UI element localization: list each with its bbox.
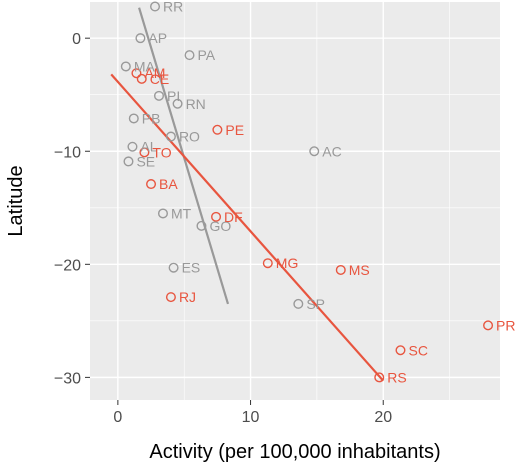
point-label: AC [322,143,341,159]
x-tick-label: 0 [113,409,122,426]
y-tick-label: 0 [72,31,81,48]
data-point [127,141,138,152]
data-point [128,113,139,124]
y-axis-ticks: 0 −10 −20 −30 [54,31,90,387]
point-label: CE [150,71,169,87]
point-label: RN [186,96,206,112]
x-axis-title: Activity (per 100,000 inhabitants) [149,441,440,463]
data-point [123,156,134,167]
point-label: RR [163,0,183,15]
point-label: MT [171,205,192,221]
fit-lines [110,7,385,382]
y-tick-label: −30 [54,370,81,387]
point-label: PE [225,122,244,138]
y-axis-title: Latitude [5,165,27,236]
data-point [135,33,146,44]
x-tick-label: 10 [242,409,260,426]
point-label: RO [179,129,200,145]
data-point [483,320,494,331]
data-point [120,61,131,72]
data-point [153,90,164,101]
data-point [150,1,161,12]
data-point [211,211,222,222]
point-label: SP [306,296,325,312]
point-label: PA [198,47,216,63]
point-label: GO [209,218,231,234]
point-label: SE [136,153,155,169]
data-point [184,50,195,61]
y-tick-label: −20 [54,257,81,274]
y-tick-label: −10 [54,144,81,161]
x-axis-ticks: 0 10 20 [113,400,392,426]
data-point [335,264,346,275]
grid-lines [90,2,500,400]
data-point [165,292,176,303]
data-point [165,131,176,142]
point-label: SC [408,342,427,358]
data-point [212,124,223,135]
point-label: MG [276,255,299,271]
point-label: TO [152,144,171,160]
data-point [196,220,207,231]
point-label: PB [142,110,161,126]
point-label: RJ [179,289,196,305]
data-point [293,298,304,309]
point-label: AL [140,139,157,155]
point-label: RS [387,369,406,385]
data-points [120,1,494,383]
data-point [157,208,168,219]
point-label: ES [182,260,201,276]
data-point [168,262,179,273]
point-label: MS [349,262,370,278]
point-label: AM [144,65,165,81]
data-point [309,146,320,157]
point-label: DF [224,209,243,225]
point-label: PR [496,317,515,333]
data-point [136,73,147,84]
data-point [172,98,183,109]
data-point [139,147,150,158]
point-label: PI [167,88,180,104]
data-point [146,179,157,190]
point-label: MA [134,58,156,74]
data-point [131,68,142,79]
point-label: BA [159,176,178,192]
data-point [395,345,406,356]
data-point [262,258,273,269]
fit-line [110,73,385,382]
x-tick-label: 20 [374,409,392,426]
point-label: AP [148,30,167,46]
data-point [374,372,385,383]
